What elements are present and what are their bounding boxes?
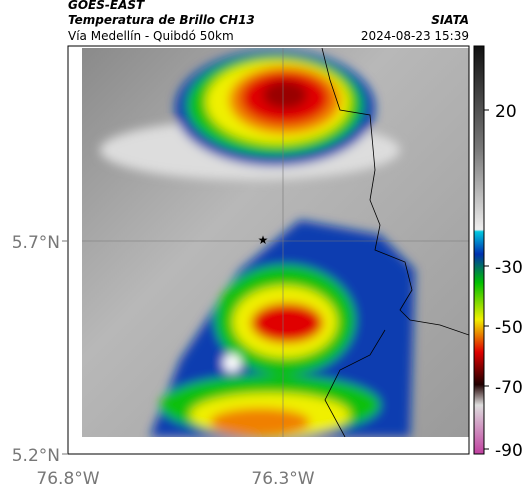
lat-label: 5.7°N [12,233,60,253]
colorbar-label: -90 [495,441,523,461]
datetime: 2024-08-23 15:39 [361,29,469,43]
colorbar-label: -70 [495,378,523,398]
title: GOES-EAST [68,0,145,12]
colorbar-label: -50 [495,318,523,338]
svg-text:★: ★ [258,233,269,247]
source: SIATA [431,13,469,27]
lat-label: 5.2°N [12,446,60,466]
colorbar-label: 20 [495,102,517,122]
subtitle: Temperatura de Brillo CH13 [68,13,255,27]
satellite-image: ★ [82,48,469,437]
colorbar-label: -30 [495,258,523,278]
lon-label: 76.8°W [36,469,99,489]
colorbar [473,45,485,455]
map-frame [67,45,470,455]
lon-label: 76.3°W [251,469,314,489]
location: Vía Medellín - Quibdó 50km [68,29,234,43]
